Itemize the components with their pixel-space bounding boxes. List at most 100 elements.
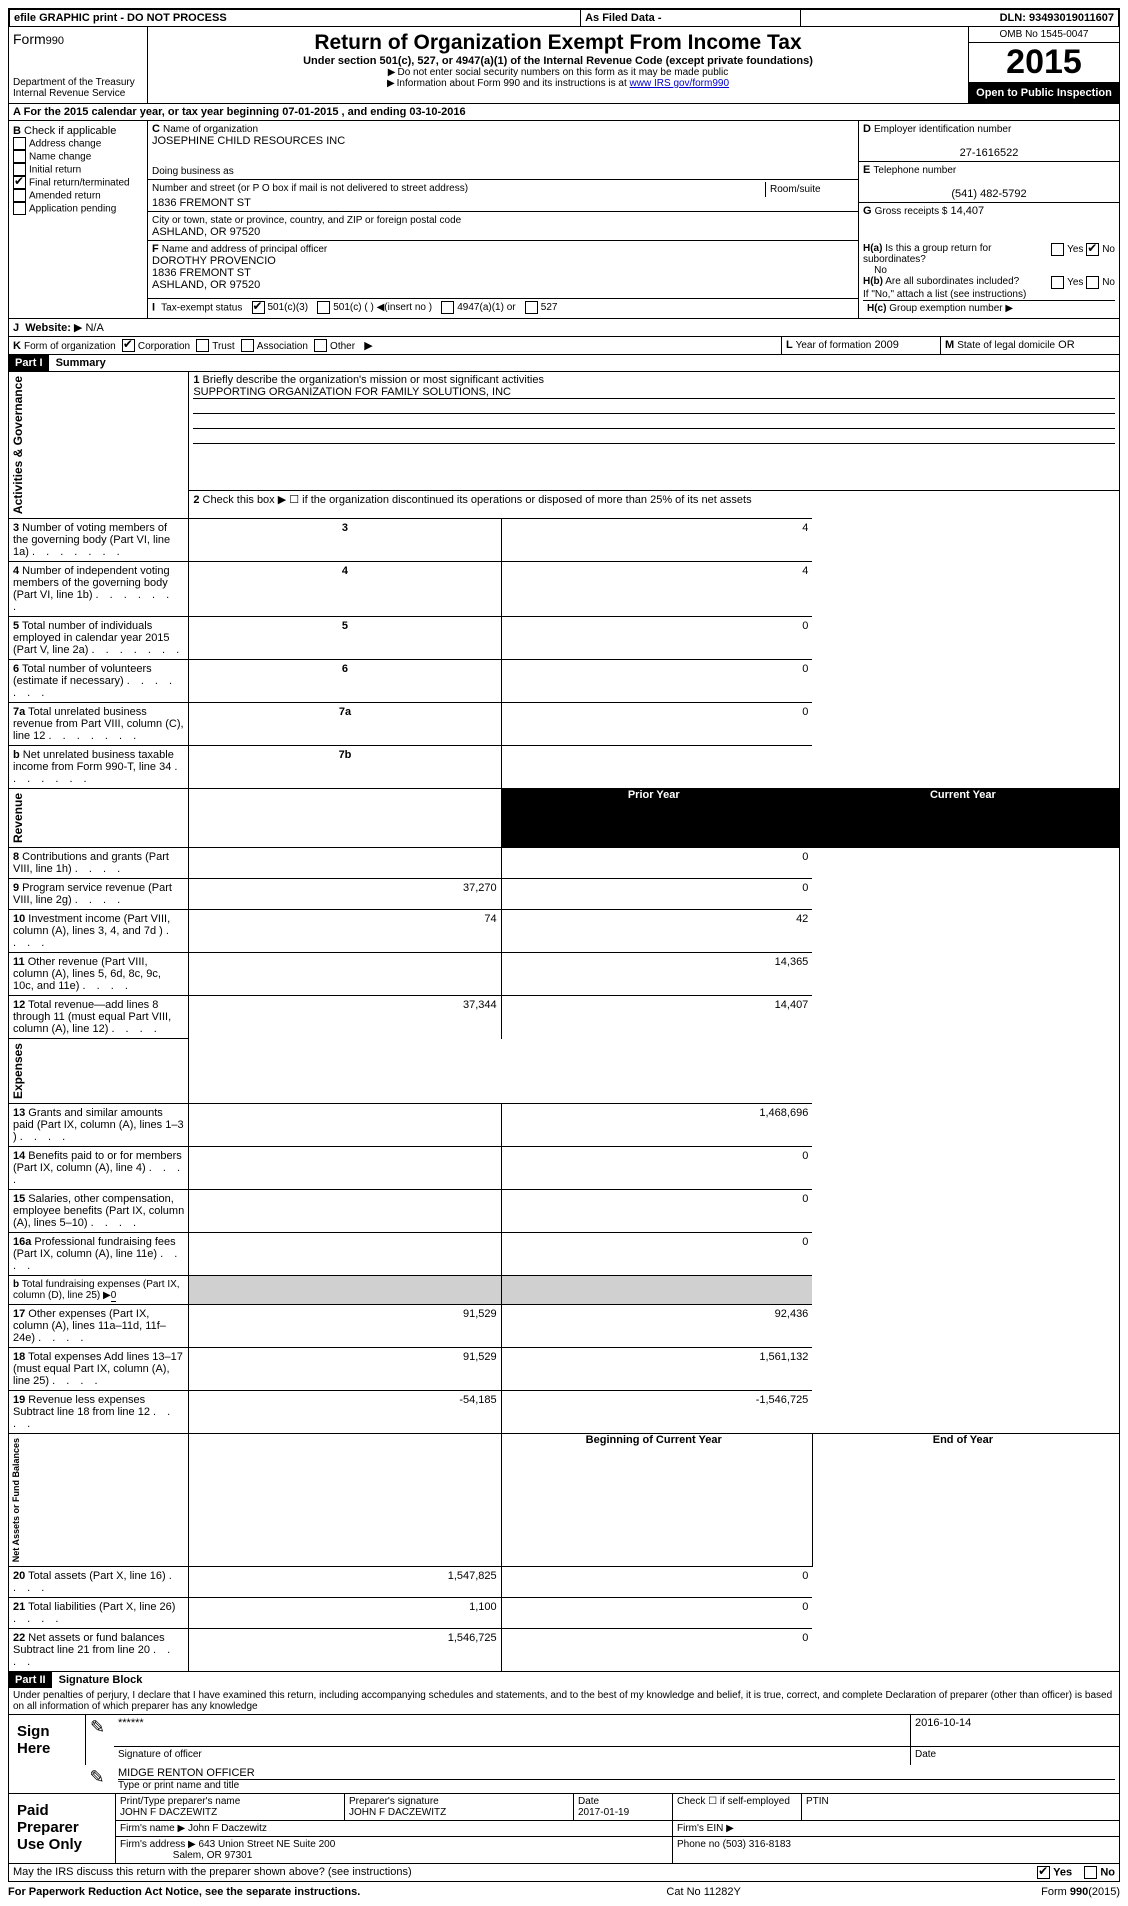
officer-city: ASHLAND, OR 97520 <box>152 279 260 291</box>
money-row: 15 Salaries, other compensation, employe… <box>9 1190 1119 1233</box>
b-checkbox-label: Application pending <box>29 203 116 214</box>
b-checkbox[interactable] <box>13 176 26 189</box>
exp-label: Expenses <box>9 1039 27 1103</box>
money-row: 10 Investment income (Part VIII, column … <box>9 910 1119 953</box>
prep-name-cell: Print/Type preparer's name JOHN F DACZEW… <box>116 1794 345 1821</box>
money-row: 14 Benefits paid to or for members (Part… <box>9 1147 1119 1190</box>
k-label: Form of organization <box>24 341 116 352</box>
officer-addr: 1836 FREMONT ST <box>152 267 251 279</box>
discuss-yes: Yes <box>1053 1867 1072 1879</box>
website-value: N/A <box>85 322 103 334</box>
i-checkbox[interactable] <box>252 301 265 314</box>
b-checkbox-label: Address change <box>29 138 101 149</box>
money-row: b Total fundraising expenses (Part IX, c… <box>9 1276 1119 1305</box>
i-opt-label: 4947(a)(1) or <box>457 302 515 313</box>
sig-stars: ****** <box>114 1715 911 1746</box>
prep-name: JOHN F DACZEWITZ <box>120 1807 340 1818</box>
end-year-header: End of Year <box>812 1434 1119 1567</box>
i-opt-label: 501(c)(3) <box>268 302 309 313</box>
money-row: 18 Total expenses Add lines 13–17 (must … <box>9 1348 1119 1391</box>
i-checkbox[interactable] <box>317 301 330 314</box>
money-row: 9 Program service revenue (Part VIII, li… <box>9 879 1119 910</box>
b-checkbox-row: Initial return <box>13 163 143 176</box>
i-label: Tax-exempt status <box>161 302 242 313</box>
part-ii-title: Signature Block <box>55 1672 147 1688</box>
part-i-table: Activities & Governance 1 Briefly descri… <box>9 372 1119 1671</box>
i-checkbox[interactable] <box>525 301 538 314</box>
section-l: L Year of formation 2009 <box>782 337 941 355</box>
note2: Information about Form 990 and its instr… <box>397 78 630 89</box>
part-ii-header: Part II <box>9 1672 52 1688</box>
b-checkbox[interactable] <box>13 137 26 150</box>
money-row: 20 Total assets (Part X, line 16) . . . … <box>9 1567 1119 1598</box>
dln-value: 93493019011607 <box>1029 12 1114 24</box>
b-checkbox-row: Amended return <box>13 189 143 202</box>
pra-notice: For Paperwork Reduction Act Notice, see … <box>8 1886 360 1898</box>
discuss-no: No <box>1100 1867 1115 1879</box>
street-addr: 1836 FREMONT ST <box>152 197 251 209</box>
section-c-name: C Name of organization JOSEPHINE CHILD R… <box>148 121 859 180</box>
discuss-yes-checkbox[interactable] <box>1037 1866 1050 1879</box>
addr-label: Number and street (or P O box if mail is… <box>152 183 468 194</box>
officer-typed-name: MIDGE RENTON OFFICER <box>118 1767 1115 1780</box>
section-k: K Form of organization Corporation Trust… <box>9 337 782 355</box>
footer-form-yr: (2015) <box>1088 1886 1120 1898</box>
money-row: 17 Other expenses (Part IX, column (A), … <box>9 1305 1119 1348</box>
form-label: Form <box>13 31 46 47</box>
form-number: 990 <box>46 35 64 47</box>
section-f: F Name and address of principal officer … <box>148 241 859 299</box>
b-checkbox[interactable] <box>13 189 26 202</box>
ptin-label: PTIN <box>802 1794 1120 1821</box>
prep-date-label: Date <box>578 1796 668 1807</box>
gov-row: 3 Number of voting members of the govern… <box>9 519 1119 562</box>
ha-no-checkbox[interactable] <box>1086 243 1099 256</box>
begin-year-header: Beginning of Current Year <box>501 1434 812 1567</box>
line-a-text: For the 2015 calendar year, or tax year … <box>24 106 466 118</box>
k-opt-label: Corporation <box>138 341 190 352</box>
arrow-icon <box>388 67 398 78</box>
ha-yes-checkbox[interactable] <box>1051 243 1064 256</box>
note1: Do not enter social security numbers on … <box>398 67 729 78</box>
rev-label: Revenue <box>9 789 27 847</box>
b-checkbox[interactable] <box>13 150 26 163</box>
line-2: 2 Check this box ▶ ☐ if the organization… <box>189 490 1119 519</box>
section-h: H(a) Is this a group return for subordin… <box>859 241 1120 318</box>
footer-form-no: 990 <box>1070 1886 1088 1898</box>
perjury-text: Under penalties of perjury, I declare th… <box>9 1688 1120 1715</box>
b-checkbox[interactable] <box>13 202 26 215</box>
gross-receipts: 14,407 <box>951 205 985 217</box>
part-ii-header-row: Part II Signature Block <box>9 1672 1120 1689</box>
footer-row: For Paperwork Reduction Act Notice, see … <box>8 1882 1120 1898</box>
i-opt-label: 501(c) ( ) ◀(insert no ) <box>333 302 432 313</box>
year-formation: 2009 <box>874 339 898 351</box>
k-checkbox[interactable] <box>196 339 209 352</box>
city-value: ASHLAND, OR 97520 <box>152 226 260 238</box>
ha-label: Is this a group return for subordinates? <box>863 243 991 265</box>
firm-addr: 643 Union Street NE Suite 200 <box>199 1839 336 1850</box>
gov-row: 4 Number of independent voting members o… <box>9 562 1119 617</box>
paid-preparer-block: Paid Preparer Use Only Print/Type prepar… <box>9 1794 1119 1863</box>
hb-yes-checkbox[interactable] <box>1051 276 1064 289</box>
k-checkbox[interactable] <box>241 339 254 352</box>
section-c-addr: Number and street (or P O box if mail is… <box>148 180 859 212</box>
discuss-no-checkbox[interactable] <box>1084 1866 1097 1879</box>
k-opt-label: Trust <box>212 341 234 352</box>
b-checkbox-label: Final return/terminated <box>29 177 130 188</box>
gov-row: 5 Total number of individuals employed i… <box>9 617 1119 660</box>
money-row: 12 Total revenue—add lines 8 through 11 … <box>9 996 1119 1039</box>
hc-label: Group exemption number <box>889 303 1002 314</box>
prep-sig-label: Preparer's signature <box>349 1796 569 1807</box>
k-checkbox[interactable] <box>122 339 135 352</box>
arrow-icon <box>387 78 397 89</box>
hb-no-checkbox[interactable] <box>1086 276 1099 289</box>
phone-value: (541) 482-5792 <box>863 188 1115 200</box>
i-checkbox[interactable] <box>441 301 454 314</box>
instructions-link[interactable]: www IRS gov/form990 <box>630 78 729 89</box>
gov-row: 7a Total unrelated business revenue from… <box>9 703 1119 746</box>
top-bar: efile GRAPHIC print - DO NOT PROCESS As … <box>9 9 1119 27</box>
firm-name-label: Firm's name ▶ <box>120 1823 185 1834</box>
k-checkbox[interactable] <box>314 339 327 352</box>
money-row: 22 Net assets or fund balances Subtract … <box>9 1629 1119 1672</box>
i-opt-label: 527 <box>541 302 558 313</box>
sign-here-block: Sign Here ✎ ****** 2016-10-14 Signature … <box>9 1715 1119 1793</box>
